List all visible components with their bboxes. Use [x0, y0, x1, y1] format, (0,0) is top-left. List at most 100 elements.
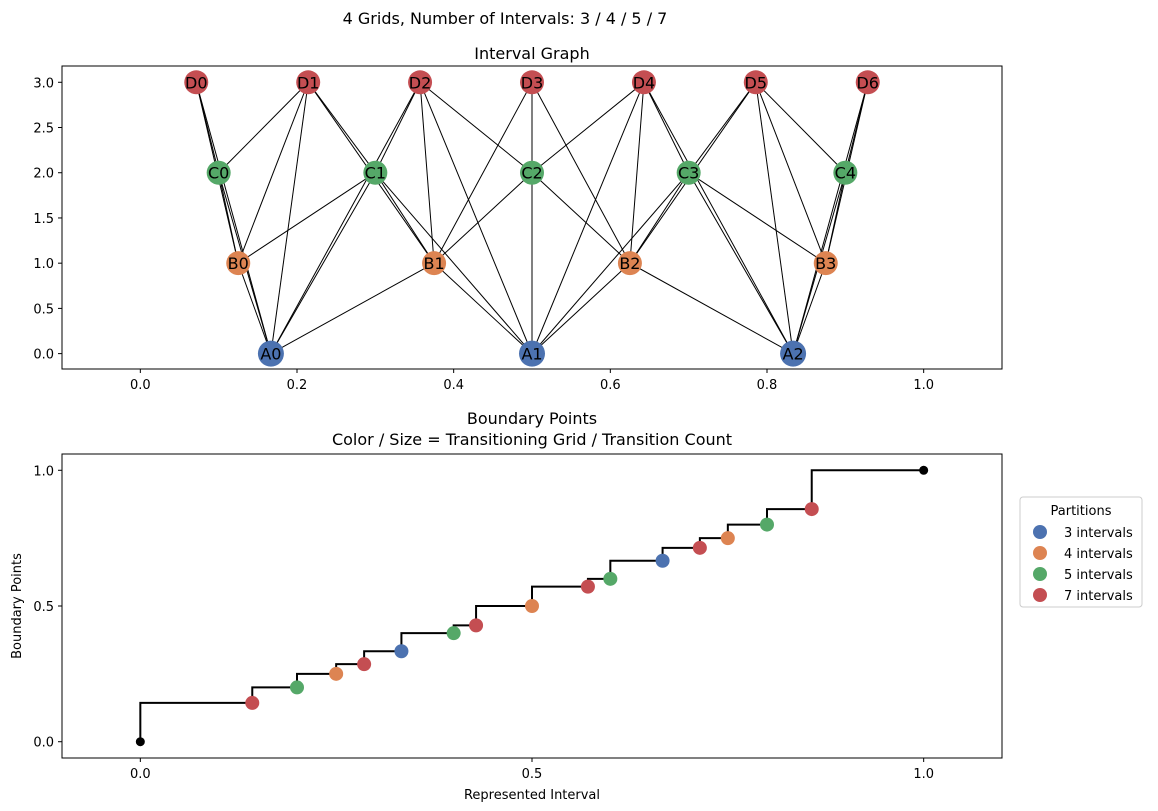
node-label-d2: D2 [409, 73, 432, 92]
legend-label: 3 intervals [1064, 526, 1133, 541]
interval-graph-nodes: A0 A1 A2 B0 B1 B2 B3 C0 C1 C2 C3 C4 D0 D1 D2 D3 D4 D5 D6 [184, 70, 880, 367]
edge-b1-c1 [374, 172, 435, 264]
edge-a2-d6 [792, 82, 869, 354]
y-tick-label: 1.0 [33, 464, 54, 479]
node-d4 [631, 70, 656, 95]
x-tick-label: 0.2 [287, 378, 308, 393]
boundary-points-x-ticks: 0.0 0.5 1.0 [130, 758, 934, 782]
node-c2 [520, 160, 544, 185]
edge-a1-c3 [531, 172, 690, 354]
boundary-point-d [245, 695, 260, 710]
node-label-a0: A0 [260, 345, 281, 364]
node-label-a2: A2 [783, 345, 804, 364]
boundary-point-d [469, 618, 484, 633]
boundary-point-c [760, 517, 774, 532]
x-tick-label: 0.5 [522, 767, 543, 782]
edge-a1-d4 [531, 82, 645, 354]
interval-graph-x-ticks: 0.0 0.2 0.4 0.6 0.8 1.0 [130, 369, 934, 393]
boundary-point-c [290, 680, 304, 695]
boundary-point-d [692, 540, 707, 555]
legend-label: 7 intervals [1064, 589, 1133, 604]
node-d6 [855, 70, 880, 95]
edge-b2-d4 [629, 82, 645, 264]
node-label-c4: C4 [835, 164, 856, 183]
x-tick-label: 0.0 [130, 767, 151, 782]
legend-marker-c [1033, 567, 1047, 581]
boundary-point-b [720, 531, 735, 546]
edge-a1-b1 [433, 262, 533, 354]
edge-a2-b2 [629, 262, 794, 355]
node-b2 [617, 251, 642, 276]
node-label-d5: D5 [745, 73, 768, 92]
legend-entries: 3 intervals 4 intervals 5 intervals 7 inter… [1033, 525, 1133, 604]
edge-c0-d1 [218, 81, 309, 174]
edge-b2-d3 [531, 82, 631, 264]
node-b1 [422, 251, 447, 276]
edge-c1-d2 [374, 82, 421, 173]
edge-a1-d2 [419, 82, 533, 354]
node-label-c1: C1 [365, 164, 386, 183]
x-tick-label: 1.0 [913, 767, 934, 782]
x-tick-label: 1.0 [913, 378, 934, 393]
edge-a0-d1 [270, 82, 309, 354]
edge-c4-d5 [755, 81, 846, 174]
edge-a0-b1 [270, 262, 435, 355]
node-label-b1: B1 [424, 254, 445, 273]
boundary-point-d [357, 657, 372, 672]
legend-frame [1019, 496, 1143, 608]
node-label-b0: B0 [228, 254, 249, 273]
legend-title: Partitions [1051, 504, 1112, 519]
node-label-a1: A1 [521, 345, 542, 364]
node-d0 [184, 70, 209, 95]
figure-suptitle: 4 Grids, Number of Intervals: 3 / 4 / 5 … [343, 9, 668, 28]
endpoint-marker [919, 465, 929, 475]
y-tick-label: 3.0 [33, 76, 54, 91]
node-label-b3: B3 [815, 254, 836, 273]
node-a2 [780, 340, 807, 367]
node-a1 [519, 340, 545, 367]
node-label-c0: C0 [208, 164, 229, 183]
boundary-point-c [446, 626, 461, 641]
edge-a1-c1 [374, 172, 533, 354]
y-tick-label: 0.0 [33, 736, 54, 751]
node-label-d6: D6 [856, 73, 879, 92]
y-tick-label: 2.5 [33, 122, 54, 137]
y-tick-label: 0.5 [33, 600, 54, 615]
edge-b1-d3 [433, 82, 533, 264]
boundary-point-b [525, 599, 539, 613]
edge-c1-d1 [307, 81, 376, 174]
node-label-c2: C2 [521, 164, 542, 183]
y-tick-label: 1.5 [33, 212, 54, 227]
node-d2 [408, 70, 433, 95]
edge-b0-d1 [237, 82, 309, 264]
edge-a0-b0 [237, 263, 272, 354]
edge-c2-d4 [531, 81, 645, 174]
y-tick-label: 1.0 [33, 257, 54, 272]
boundary-point-b [329, 666, 344, 681]
legend-marker-b [1033, 546, 1047, 560]
node-d1 [296, 70, 321, 95]
interval-graph-y-ticks: 0.0 0.5 1.0 1.5 2.0 2.5 3.0 [33, 76, 62, 363]
x-tick-label: 0.8 [757, 378, 778, 393]
legend: Partitions 3 intervals 4 intervals 5 inter… [1019, 496, 1143, 608]
edge-a2-d4 [643, 82, 794, 354]
boundary-points-markers [135, 465, 929, 747]
node-c0 [206, 160, 231, 185]
edge-a0-d0 [195, 82, 272, 354]
y-tick-label: 0.5 [33, 302, 54, 317]
node-label-d1: D1 [297, 73, 320, 92]
node-d5 [743, 70, 768, 95]
edge-a0-c1 [270, 172, 376, 354]
edge-b2-c2 [531, 172, 631, 264]
boundary-points-xlabel: Represented Interval [464, 788, 600, 803]
boundary-point-a [394, 644, 409, 659]
edge-b1-d2 [419, 82, 435, 264]
node-c1 [363, 160, 388, 185]
node-label-d3: D3 [521, 73, 544, 92]
node-c4 [833, 160, 858, 185]
boundary-points-title: Boundary Points [467, 409, 597, 428]
edge-b3-c3 [688, 172, 827, 264]
endpoint-marker [135, 737, 145, 747]
edge-c3-d4 [643, 82, 690, 173]
